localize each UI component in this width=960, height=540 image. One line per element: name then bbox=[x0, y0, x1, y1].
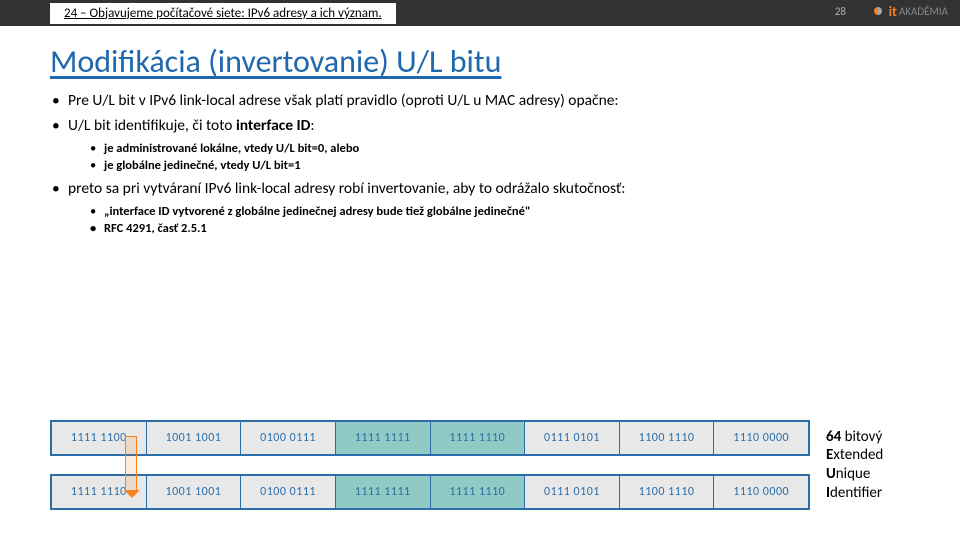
bullet-2-pre: U/L bit identifikuje, či toto bbox=[68, 116, 236, 135]
bullet-2-bold: interface ID bbox=[236, 116, 310, 135]
header-label: 24 – Objavujeme počítačové siete: IPv6 a… bbox=[50, 3, 396, 24]
byte-cell: 1111 1111 bbox=[335, 476, 430, 508]
side-label: 64 bitovýExtendedUniqueIdentifier bbox=[826, 428, 883, 503]
byte-cell: 1100 1110 bbox=[619, 476, 714, 508]
bullet-3a-post: " bbox=[525, 204, 530, 219]
bullet-3b: RFC 4291, časť 2.5.1 bbox=[90, 221, 910, 236]
bullet-2b-bold: U/L bit=1 bbox=[252, 158, 300, 173]
side-label-line: Identifier bbox=[826, 484, 883, 503]
byte-cell: 1110 0000 bbox=[713, 476, 808, 508]
bullet-2a-bold: U/L bit=0 bbox=[276, 141, 324, 156]
bullet-1: Pre U/L bit v IPv6 link-local adrese vša… bbox=[50, 91, 910, 110]
header-bar: 24 – Objavujeme počítačové siete: IPv6 a… bbox=[0, 0, 960, 26]
byte-cell: 1111 1110 bbox=[430, 476, 525, 508]
logo-it: it bbox=[889, 3, 897, 20]
side-label-line: Extended bbox=[826, 446, 883, 465]
byte-cell: 1001 1001 bbox=[146, 476, 241, 508]
side-label-line: Unique bbox=[826, 465, 883, 484]
bullet-2a-post: , alebo bbox=[324, 141, 359, 156]
side-label-line: 64 bitový bbox=[826, 428, 883, 447]
gear-icon bbox=[869, 2, 887, 20]
logo-rest: AKADÉMIA bbox=[899, 5, 948, 18]
logo: it AKADÉMIA bbox=[869, 2, 948, 20]
bullet-3a-pre: „interface ID vytvorené z bbox=[104, 204, 235, 219]
byte-row-1: 1111 11001001 10010100 01111111 11111111… bbox=[50, 420, 810, 456]
page-title: Modifikácia (invertovanie) U/L bitu bbox=[50, 42, 960, 81]
diagram: 1111 11001001 10010100 01111111 11111111… bbox=[50, 420, 940, 510]
byte-cell: 1111 1110 bbox=[430, 422, 525, 454]
byte-cell: 1110 0000 bbox=[713, 422, 808, 454]
bullet-2a-pre: je administrované lokálne, vtedy bbox=[104, 141, 276, 156]
bullet-2b-pre: je globálne jedinečné, vtedy bbox=[104, 158, 252, 173]
bullet-3a: „interface ID vytvorené z globálne jedin… bbox=[90, 204, 910, 219]
content: Pre U/L bit v IPv6 link-local adrese vša… bbox=[50, 91, 910, 236]
bullet-2a: je administrované lokálne, vtedy U/L bit… bbox=[90, 141, 910, 156]
bullet-2: U/L bit identifikuje, či toto interface … bbox=[50, 116, 910, 135]
bullet-2b: je globálne jedinečné, vtedy U/L bit=1 bbox=[90, 158, 910, 173]
byte-cell: 1111 1111 bbox=[335, 422, 430, 454]
byte-cell: 0100 0111 bbox=[240, 422, 335, 454]
bullet-3: preto sa pri vytváraní IPv6 link-local a… bbox=[50, 179, 910, 198]
bullet-3a-bold: globálne jedinečnej adresy bude tiež glo… bbox=[235, 204, 525, 219]
invert-arrow-icon bbox=[125, 436, 137, 492]
diagram-rows: 1111 11001001 10010100 01111111 11111111… bbox=[50, 420, 810, 510]
row-separator bbox=[50, 456, 810, 474]
byte-cell: 1001 1001 bbox=[146, 422, 241, 454]
page-number: 28 bbox=[835, 5, 846, 18]
byte-cell: 0111 0101 bbox=[524, 476, 619, 508]
byte-cell: 1100 1110 bbox=[619, 422, 714, 454]
byte-cell: 0100 0111 bbox=[240, 476, 335, 508]
byte-row-2: 1111 11101001 10010100 01111111 11111111… bbox=[50, 474, 810, 510]
byte-cell: 0111 0101 bbox=[524, 422, 619, 454]
bullet-2-post: : bbox=[310, 116, 314, 135]
